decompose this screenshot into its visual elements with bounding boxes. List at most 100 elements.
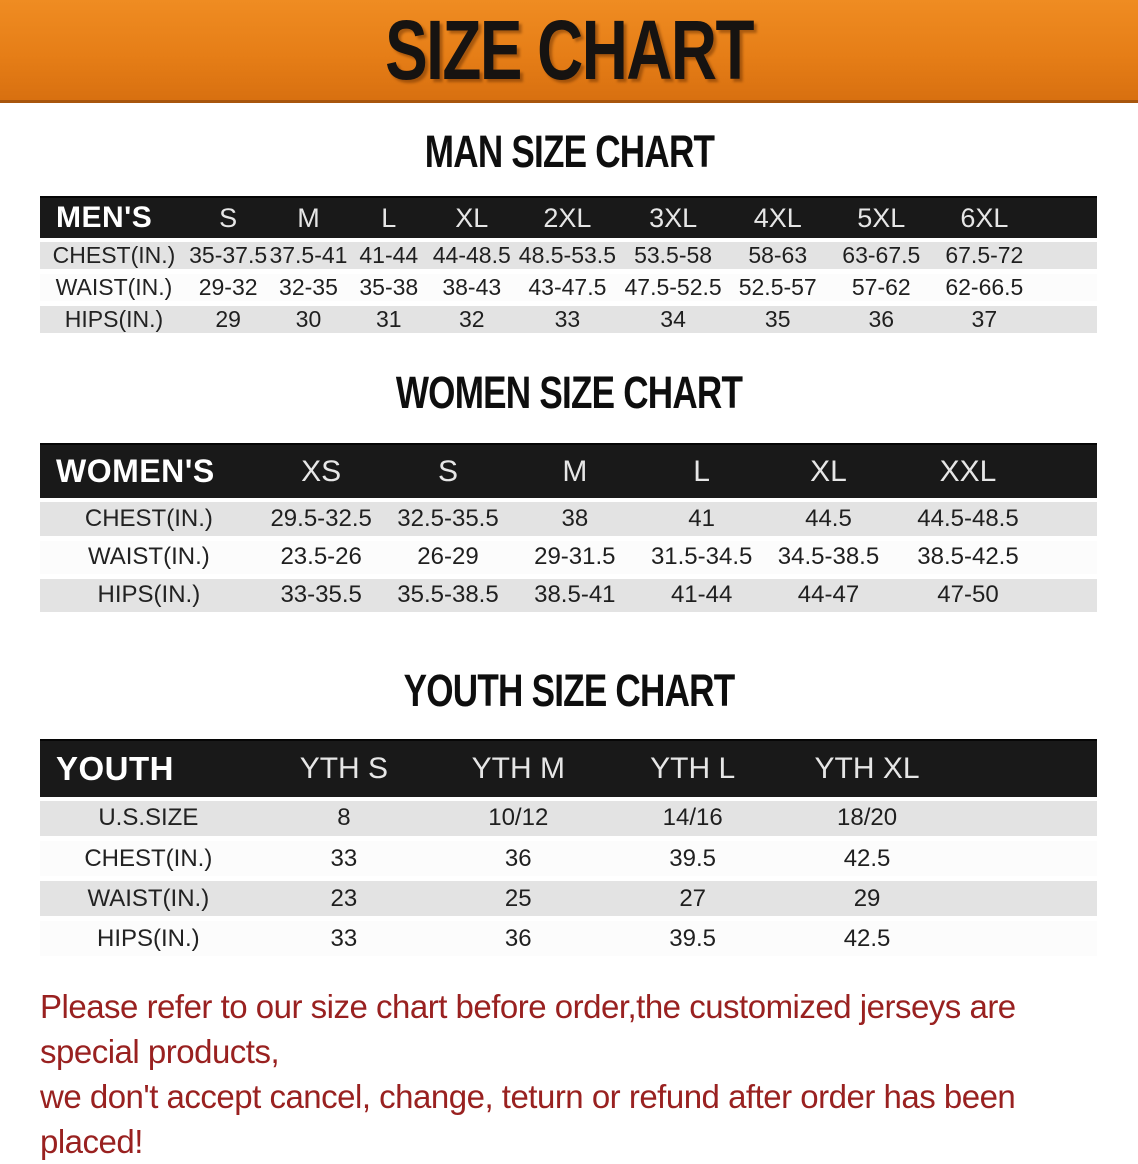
size-cell: 38.5-42.5: [891, 538, 1045, 579]
size-cell: 43-47.5: [514, 271, 621, 306]
size-cell: 63-67.5: [829, 240, 934, 274]
size-cell: 37: [933, 303, 1036, 338]
youth-waist-row: WAIST(IN.) 23 25 27 29: [40, 878, 1097, 921]
size-cell: 29: [779, 878, 955, 921]
row-label-chest: CHEST(IN.): [40, 240, 188, 274]
women-column-header-m: M: [511, 443, 639, 502]
size-cell: 33: [514, 303, 621, 338]
size-cell: 44-48.5: [428, 240, 515, 274]
size-cell: 47-50: [891, 576, 1045, 617]
size-cell: 38.5-41: [511, 576, 639, 617]
size-cell: 33-35.5: [257, 576, 385, 617]
row-label-us-size: U.S.SIZE: [40, 798, 257, 841]
size-cell: 35.5-38.5: [384, 576, 512, 617]
youth-header-row: YOUTH YTH S YTH M YTH L YTH XL: [40, 738, 1097, 801]
men-column-header-5xl: 5XL: [829, 196, 934, 242]
size-cell: 35: [725, 303, 830, 338]
youth-hips-row: HIPS(IN.) 33 36 39.5 42.5: [40, 918, 1097, 961]
women-hips-row: HIPS(IN.) 33-35.5 35.5-38.5 38.5-41 41-4…: [40, 576, 1097, 617]
men-column-header-s: S: [187, 196, 269, 242]
size-cell: 26-29: [384, 538, 512, 579]
size-cell: 36: [431, 838, 606, 881]
women-table-wrap: WOMEN'S XS S M L XL XXL CHEST(IN.) 29.5-…: [0, 443, 1138, 617]
men-header-row: MEN'S S M L XL 2XL 3XL 4XL 5XL 6XL: [40, 196, 1097, 242]
youth-table-wrap: YOUTH YTH S YTH M YTH L YTH XL U.S.SIZE …: [0, 738, 1138, 961]
size-cell: 44-47: [765, 576, 892, 617]
size-cell: 31.5-34.5: [638, 538, 766, 579]
size-cell: 10/12: [431, 798, 606, 841]
men-hips-row: HIPS(IN.) 29 30 31 32 33 34 35 36 37: [40, 303, 1097, 338]
size-cell: 41-44: [638, 576, 766, 617]
spacer-cell: [1044, 538, 1097, 579]
section-heading-women: WOMEN SIZE CHART: [0, 367, 1138, 418]
spacer-cell: [1035, 303, 1097, 338]
size-cell: 62-66.5: [933, 271, 1036, 306]
size-cell: 48.5-53.5: [514, 240, 621, 274]
men-column-header-2xl: 2XL: [514, 196, 621, 242]
size-cell: 37.5-41: [268, 240, 349, 274]
men-column-header-6xl: 6XL: [933, 196, 1036, 242]
youth-ussize-row: U.S.SIZE 8 10/12 14/16 18/20: [40, 798, 1097, 841]
disclaimer-text: Please refer to our size chart before or…: [40, 984, 1108, 1164]
youth-size-table: YOUTH YTH S YTH M YTH L YTH XL U.S.SIZE …: [40, 738, 1097, 961]
men-column-header-l: L: [348, 196, 429, 242]
size-cell: 23.5-26: [257, 538, 385, 579]
banner-title: SIZE CHART: [385, 2, 754, 97]
size-cell: 18/20: [779, 798, 955, 841]
size-cell: 33: [256, 838, 432, 881]
size-cell: 32-35: [268, 271, 349, 306]
size-cell: 23: [256, 878, 432, 921]
size-cell: 39.5: [605, 838, 780, 881]
women-waist-row: WAIST(IN.) 23.5-26 26-29 29-31.5 31.5-34…: [40, 538, 1097, 579]
size-cell: 41-44: [348, 240, 429, 274]
section-heading-women-text: WOMEN SIZE CHART: [395, 367, 743, 418]
women-chest-row: CHEST(IN.) 29.5-32.5 32.5-35.5 38 41 44.…: [40, 500, 1097, 541]
spacer-cell: [1044, 500, 1097, 541]
spacer-cell: [1035, 271, 1097, 306]
spacer-cell: [954, 918, 1097, 961]
women-column-header-xs: XS: [257, 443, 385, 502]
men-column-header-4xl: 4XL: [725, 196, 830, 242]
men-table-wrap: MEN'S S M L XL 2XL 3XL 4XL 5XL 6XL CHEST…: [0, 196, 1138, 338]
spacer-cell: [954, 738, 1097, 801]
men-waist-row: WAIST(IN.) 29-32 32-35 35-38 38-43 43-47…: [40, 271, 1097, 306]
size-cell: 29-32: [187, 271, 269, 306]
spacer-cell: [954, 878, 1097, 921]
men-size-table: MEN'S S M L XL 2XL 3XL 4XL 5XL 6XL CHEST…: [40, 196, 1097, 338]
size-cell: 32: [428, 303, 515, 338]
youth-column-header-s: YTH S: [256, 738, 432, 801]
spacer-cell: [1044, 576, 1097, 617]
size-cell: 32.5-35.5: [384, 500, 512, 541]
size-cell: 35-38: [348, 271, 429, 306]
size-cell: 34: [620, 303, 726, 338]
size-cell: 34.5-38.5: [765, 538, 892, 579]
disclaimer-line-2: we don't accept cancel, change, teturn o…: [40, 1078, 1016, 1160]
women-header-row: WOMEN'S XS S M L XL XXL: [40, 443, 1097, 502]
section-heading-man: MAN SIZE CHART: [0, 126, 1138, 177]
row-label-chest: CHEST(IN.): [40, 500, 258, 541]
size-cell: 53.5-58: [620, 240, 726, 274]
section-heading-man-text: MAN SIZE CHART: [424, 126, 714, 177]
row-label-hips: HIPS(IN.): [40, 918, 257, 961]
spacer-cell: [954, 838, 1097, 881]
youth-column-header-xl: YTH XL: [779, 738, 955, 801]
size-cell: 52.5-57: [725, 271, 830, 306]
men-column-header-3xl: 3XL: [620, 196, 726, 242]
size-cell: 38: [511, 500, 639, 541]
row-label-hips: HIPS(IN.): [40, 576, 258, 617]
size-cell: 39.5: [605, 918, 780, 961]
size-cell: 41: [638, 500, 766, 541]
women-column-header-s: S: [384, 443, 512, 502]
row-label-waist: WAIST(IN.): [40, 878, 257, 921]
men-column-header-m: M: [268, 196, 349, 242]
row-label-waist: WAIST(IN.): [40, 538, 258, 579]
men-column-header-xl: XL: [428, 196, 515, 242]
size-cell: 25: [431, 878, 606, 921]
spacer-cell: [1035, 196, 1097, 242]
size-cell: 35-37.5: [187, 240, 269, 274]
size-cell: 29-31.5: [511, 538, 639, 579]
spacer-cell: [954, 798, 1097, 841]
size-cell: 8: [256, 798, 432, 841]
size-cell: 29: [187, 303, 269, 338]
size-cell: 42.5: [779, 838, 955, 881]
